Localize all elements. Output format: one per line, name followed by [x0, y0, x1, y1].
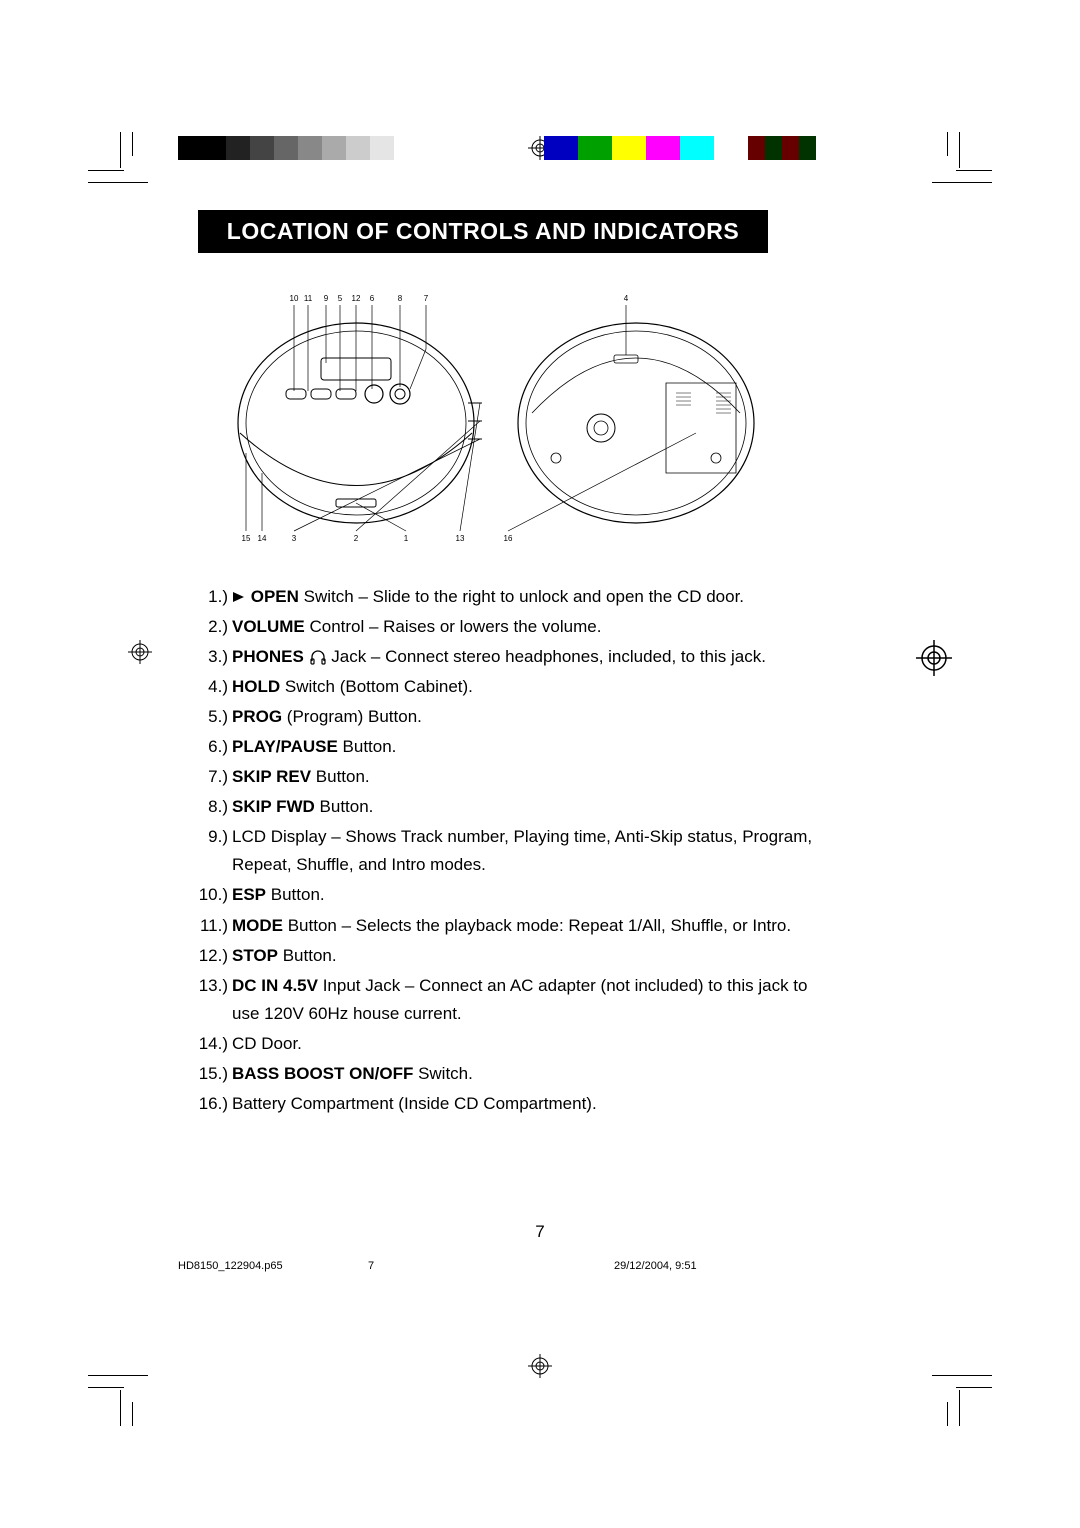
list-item: 9.)LCD Display – Shows Track number, Pla…	[192, 823, 814, 879]
crop-mark-bl	[108, 1366, 148, 1406]
callout-3: 3	[292, 534, 297, 543]
registration-mark-icon	[128, 640, 152, 664]
device-diagram: 10 11 9 5 12 6 8 7 15 14 3 2 1 13	[216, 293, 776, 543]
list-item: 4.)HOLD Switch (Bottom Cabinet).	[192, 673, 814, 701]
footer-date: 29/12/2004, 9:51	[614, 1260, 697, 1272]
callout-12: 12	[352, 294, 361, 303]
page-content: LOCATION OF CONTROLS AND INDICATORS	[178, 210, 814, 1120]
crop-mark-tr	[932, 152, 972, 192]
list-item: 7.)SKIP REV Button.	[192, 763, 814, 791]
list-item: 2.)VOLUME Control – Raises or lowers the…	[192, 613, 814, 641]
callout-4: 4	[624, 294, 629, 303]
list-item: 11.)MODE Button – Selects the playback m…	[192, 912, 814, 940]
registration-mark-icon	[916, 640, 952, 676]
list-item: 15.)BASS BOOST ON/OFF Switch.	[192, 1060, 814, 1088]
color-bar	[544, 136, 818, 160]
footer-file: HD8150_122904.p65	[178, 1260, 283, 1272]
list-item: 8.)SKIP FWD Button.	[192, 793, 814, 821]
callout-11: 11	[304, 294, 313, 303]
list-item: 3.)PHONES Jack – Connect stereo headphon…	[192, 643, 814, 671]
callout-15: 15	[242, 534, 251, 543]
page-title: LOCATION OF CONTROLS AND INDICATORS	[198, 210, 768, 253]
list-item: 10.)ESP Button.	[192, 881, 814, 909]
page-number: 7	[535, 1222, 544, 1242]
callout-7: 7	[424, 294, 429, 303]
list-item: 14.)CD Door.	[192, 1030, 814, 1058]
crop-mark-tl	[108, 152, 148, 192]
callout-1: 1	[404, 534, 409, 543]
callout-16: 16	[504, 534, 513, 543]
callout-5: 5	[338, 294, 343, 303]
callout-10: 10	[290, 294, 299, 303]
registration-mark-icon	[528, 1354, 552, 1378]
list-item: 13.)DC IN 4.5V Input Jack – Connect an A…	[192, 972, 814, 1028]
list-item: 1.) OPEN Switch – Slide to the right to …	[192, 583, 814, 611]
grayscale-bar	[178, 136, 452, 160]
list-item: 5.)PROG (Program) Button.	[192, 703, 814, 731]
list-item: 6.)PLAY/PAUSE Button.	[192, 733, 814, 761]
callout-14: 14	[258, 534, 267, 543]
callout-13: 13	[456, 534, 465, 543]
footer-page: 7	[368, 1260, 374, 1272]
callout-6: 6	[370, 294, 375, 303]
list-item: 16.)Battery Compartment (Inside CD Compa…	[192, 1090, 814, 1118]
crop-mark-br	[932, 1366, 972, 1406]
controls-list: 1.) OPEN Switch – Slide to the right to …	[192, 583, 814, 1118]
callout-8: 8	[398, 294, 403, 303]
callout-2: 2	[354, 534, 359, 543]
list-item: 12.)STOP Button.	[192, 942, 814, 970]
callout-9: 9	[324, 294, 329, 303]
